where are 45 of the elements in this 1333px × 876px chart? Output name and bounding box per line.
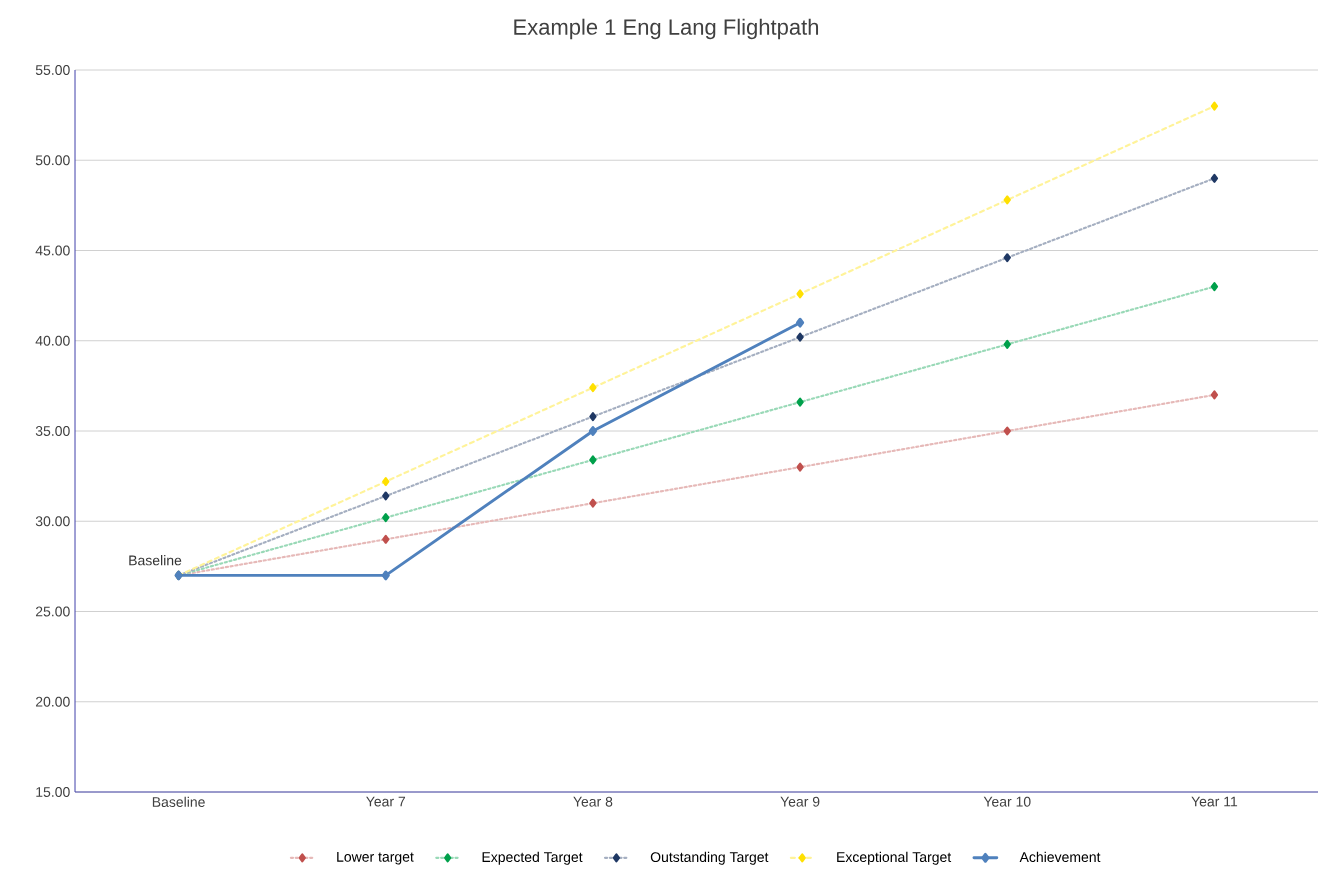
x-tick-label: Year 10 xyxy=(983,796,1031,807)
y-tick-label: 55.00 xyxy=(35,65,70,75)
point xyxy=(589,498,597,508)
y-tick-label: 15.00 xyxy=(36,787,70,797)
point xyxy=(1003,253,1011,263)
point xyxy=(796,462,804,472)
point xyxy=(381,570,390,581)
point xyxy=(796,289,804,299)
x-tick-label: Year 9 xyxy=(780,796,820,807)
point xyxy=(382,491,390,501)
point xyxy=(382,513,390,523)
legend-label: Lower target xyxy=(337,852,414,865)
y-tick-label: 30.00 xyxy=(35,516,70,527)
point xyxy=(1210,173,1219,183)
point xyxy=(589,383,597,393)
x-tick-label: Year 11 xyxy=(1191,796,1238,807)
point xyxy=(1003,426,1011,436)
point xyxy=(1210,101,1219,111)
point xyxy=(1210,390,1219,400)
point xyxy=(382,534,390,544)
y-tick-label: 50.00 xyxy=(35,155,70,166)
point xyxy=(1003,339,1011,349)
y-tick-label: 40.00 xyxy=(35,335,70,346)
legend-label: Outstanding Target xyxy=(650,851,769,865)
point xyxy=(382,477,390,487)
point xyxy=(796,332,804,342)
legend-label: Exceptional Target xyxy=(837,851,952,865)
x-tick-label: Year 7 xyxy=(366,796,406,807)
legend-label: Achievement xyxy=(1019,851,1101,863)
point xyxy=(796,397,804,407)
point xyxy=(589,412,597,422)
y-tick-label: 20.00 xyxy=(35,696,70,707)
y-tick-label: 45.00 xyxy=(35,245,70,256)
chart-title: Example 1 Eng Lang Flightpath xyxy=(514,18,819,40)
point xyxy=(589,455,597,465)
annotation: Baseline xyxy=(129,555,182,566)
point xyxy=(796,317,805,328)
point xyxy=(588,426,597,436)
point xyxy=(1210,282,1219,292)
point xyxy=(1003,195,1011,205)
legend-label: Expected Target xyxy=(482,851,583,865)
x-tick-label: Baseline xyxy=(152,796,205,807)
x-tick-label: Year 8 xyxy=(573,796,613,807)
y-tick-label: 35.00 xyxy=(35,426,70,436)
y-tick-label: 25.00 xyxy=(35,606,70,617)
